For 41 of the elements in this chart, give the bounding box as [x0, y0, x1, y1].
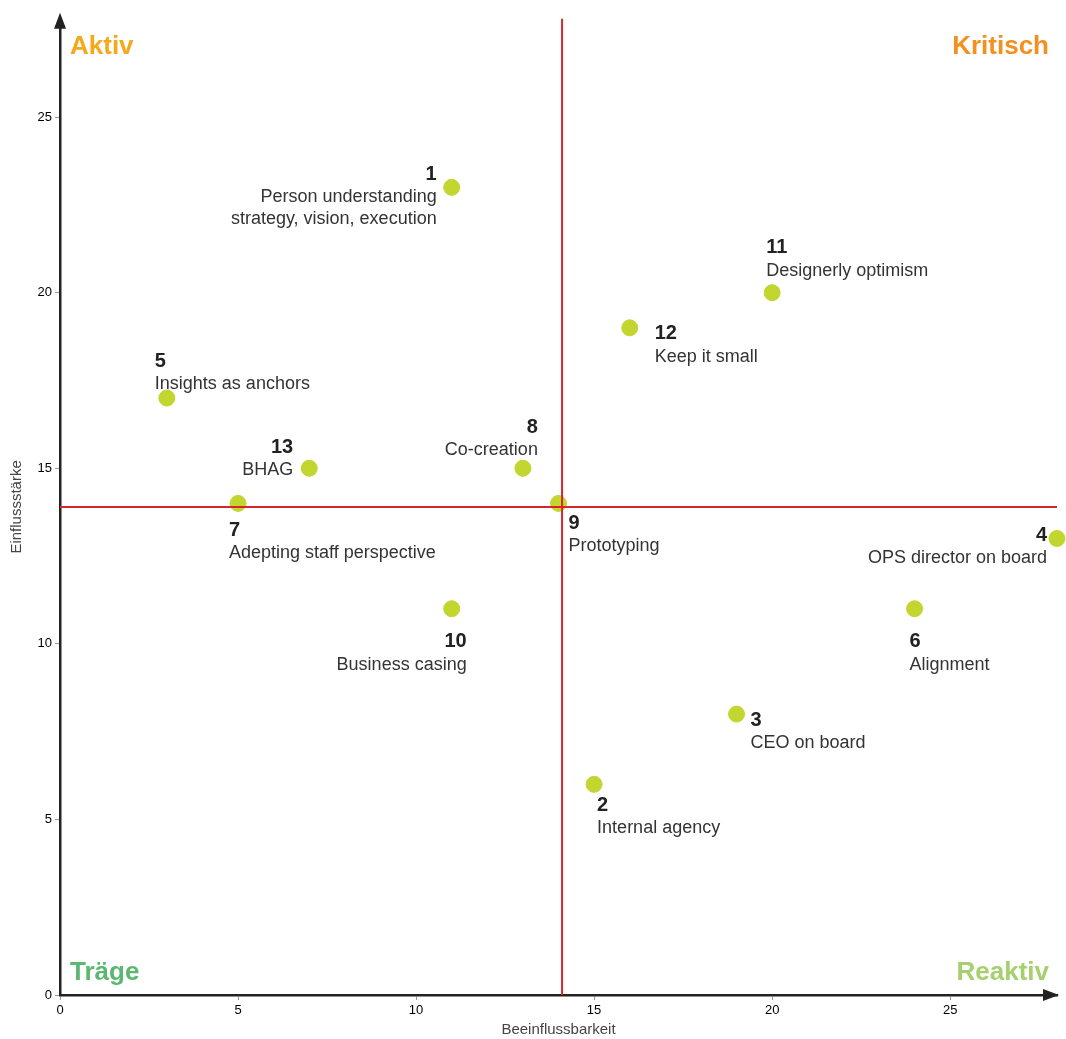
y-tick-label: 15	[37, 459, 52, 475]
x-tick-label: 0	[56, 1002, 64, 1018]
annotation: 6 Alignment	[909, 629, 990, 674]
point	[514, 459, 532, 477]
y-tick-label: 0	[44, 986, 52, 1002]
y-axis-title: Einflussstärke	[7, 460, 25, 554]
annotation: Reaktiv	[956, 956, 1050, 987]
y-tick-label: 10	[37, 635, 52, 651]
point	[443, 178, 461, 196]
x-axis-title: Beeinflussbarkeit	[501, 1020, 617, 1038]
point	[906, 600, 924, 618]
annotation: 3 CEO on board	[750, 707, 866, 753]
annotation: Träge	[70, 956, 140, 987]
point	[728, 705, 746, 723]
point	[585, 775, 603, 793]
annotation: 5 Insights as anchors	[154, 348, 310, 394]
point	[763, 284, 781, 302]
annotation: 4 OPS director on board	[867, 523, 1048, 568]
annotation: 12 Keep it small	[654, 321, 758, 366]
x-tick-label: 5	[234, 1002, 242, 1018]
annotation: 1 Person understanding strategy, vision, execution	[230, 161, 437, 229]
y-tick-label: 20	[37, 284, 52, 300]
x-tick-label: 20	[764, 1002, 780, 1018]
annotation: 8 Co-creation	[444, 414, 538, 460]
x-tick-label: 15	[586, 1002, 602, 1018]
point	[1048, 530, 1066, 547]
y-tick-label: 5	[44, 811, 52, 826]
x-tick-label: 25	[942, 1002, 958, 1018]
annotation: 13 BHAG	[242, 434, 294, 480]
x-tick-label: 10	[408, 1002, 424, 1018]
annotation: 10 Business casing	[336, 629, 467, 674]
point	[300, 459, 318, 477]
point	[621, 319, 639, 337]
annotation: 11 Designerly optimism	[766, 235, 929, 280]
y-tick-label: 25	[37, 108, 52, 124]
annotation: 7 Adepting staff perspective	[229, 517, 436, 563]
annotation: 2 Internal agency	[597, 792, 721, 838]
annotation: Aktiv	[70, 29, 135, 60]
point	[443, 600, 461, 618]
annotation: Kritisch	[952, 29, 1049, 60]
annotation: 9 Prototyping	[568, 510, 660, 556]
